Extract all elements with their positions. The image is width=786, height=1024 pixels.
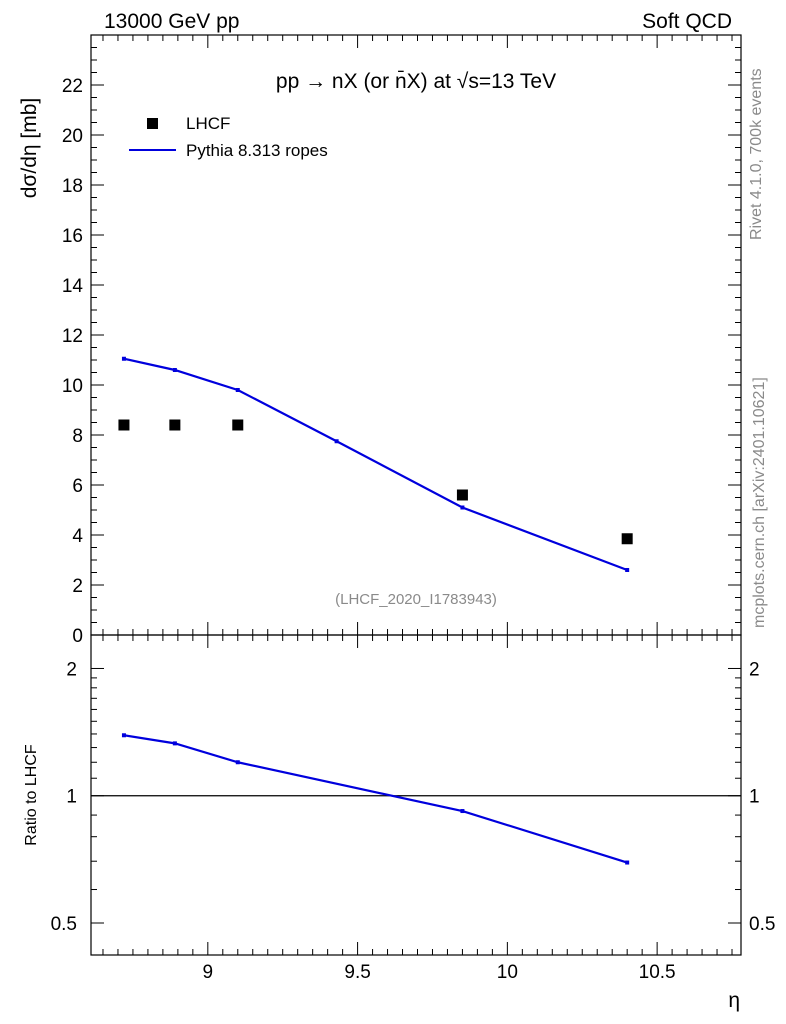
ratio-point: [121, 733, 126, 738]
energy-label: 13000 GeV pp: [104, 10, 239, 33]
main-y-tick-label: 8: [72, 426, 83, 447]
ratio-y-tick-label-left: 2: [66, 659, 77, 680]
legend: LHCF Pythia 8.313 ropes: [129, 114, 328, 160]
pythia-line: [123, 357, 628, 572]
ratio-point: [235, 760, 240, 765]
ratio-y-tick-label-right: 0.5: [749, 914, 775, 935]
lhcf-point: [232, 419, 244, 431]
x-tick-label: 9: [203, 962, 214, 983]
x-axis-label: η: [728, 989, 740, 1012]
ratio-tick-labels: 0.5 0.5 1 1 2 2 9 9.5 10 10.5: [51, 659, 776, 983]
lhcf-point: [456, 489, 468, 501]
main-series: [118, 356, 633, 572]
pythia-point: [235, 388, 240, 392]
legend-marker-lhcf: [147, 118, 158, 129]
ratio-y-axis-label: Ratio to LHCF: [23, 744, 40, 846]
legend-label-pythia: Pythia 8.313 ropes: [186, 141, 328, 160]
main-y-tick-label: 4: [72, 526, 83, 547]
ratio-y-tick-label-left: 0.5: [51, 914, 77, 935]
ratio-series: [121, 733, 630, 865]
legend-label-lhcf: LHCF: [186, 114, 230, 133]
x-tick-label: 9.5: [344, 962, 370, 983]
main-y-tick-label: 2: [72, 576, 83, 597]
main-y-tick-labels: 0 2 4 6 8 10 12 14 16 18 20 22: [62, 76, 84, 647]
ratio-y-tick-label-left: 1: [66, 787, 77, 808]
lhcf-point: [169, 419, 181, 431]
category-label: Soft QCD: [642, 10, 732, 33]
pythia-point: [172, 368, 177, 372]
ratio-line: [123, 734, 628, 864]
pythia-point: [334, 439, 339, 444]
ratio-panel: 0.5 0.5 1 1 2 2 9 9.5 10 10.5 Ratio to LHCF η: [23, 634, 776, 1012]
ratio-point: [172, 741, 177, 746]
main-axis-ticks: [91, 34, 741, 636]
ratio-axis-ticks: [91, 635, 741, 955]
main-y-tick-label: 22: [62, 76, 83, 97]
main-y-tick-label: 10: [62, 376, 83, 397]
main-y-tick-label: 16: [62, 226, 83, 247]
source-info: mcplots.cern.ch [arXiv:2401.10621]: [751, 377, 768, 628]
rivet-info: Rivet 4.1.0, 700k events: [748, 68, 765, 240]
analysis-id: (LHCF_2020_I1783943): [335, 591, 497, 608]
main-y-tick-label: 20: [62, 126, 83, 147]
main-y-tick-label: 6: [72, 476, 83, 497]
main-y-axis-label: dσ/dη [mb]: [18, 98, 41, 199]
ratio-frame: [90, 634, 742, 956]
ratio-point: [460, 809, 465, 814]
main-y-tick-label: 12: [62, 326, 83, 347]
ratio-y-tick-label-right: 1: [749, 787, 760, 808]
pythia-point: [460, 505, 465, 510]
pythia-point: [121, 356, 126, 361]
main-panel: 0 2 4 6 8 10 12 14 16 18 20 22 pp → nX (or n̄X) at …: [18, 34, 742, 647]
main-title: pp → nX (or n̄X) at √s=13 TeV: [276, 70, 556, 93]
ratio-y-tick-label-right: 2: [749, 659, 760, 680]
pythia-point: [625, 568, 630, 572]
x-tick-label: 10.5: [639, 962, 676, 983]
ratio-point: [625, 860, 630, 865]
lhcf-point: [621, 533, 633, 545]
main-y-tick-label: 18: [62, 176, 83, 197]
lhcf-point: [118, 419, 130, 431]
main-y-tick-label: 14: [62, 276, 84, 297]
x-tick-label: 10: [497, 962, 518, 983]
main-y-tick-label: 0: [72, 626, 83, 647]
